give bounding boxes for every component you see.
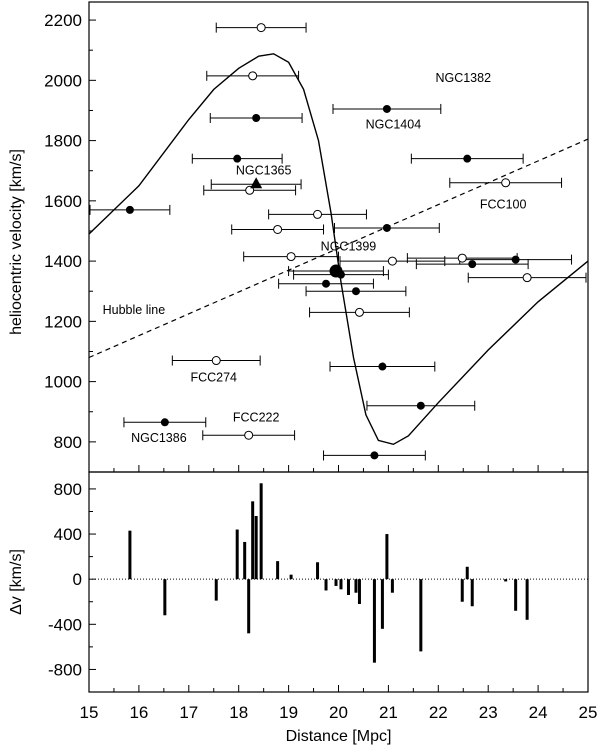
data-point-open — [244, 430, 254, 440]
data-point-open — [522, 273, 532, 283]
top-y-tick-label: 1000 — [44, 373, 82, 392]
residual-bar — [357, 579, 361, 604]
data-point-filled — [160, 418, 169, 427]
residual-bar — [259, 483, 263, 580]
data-point-filled — [382, 223, 391, 232]
data-point-open — [286, 252, 296, 262]
residual-bar — [334, 579, 338, 586]
annotation-label: FCC274 — [190, 371, 237, 385]
residual-bar — [390, 579, 394, 593]
residual-bar — [251, 501, 255, 580]
x-tick-label: 25 — [579, 703, 598, 722]
data-point-open — [256, 23, 266, 33]
annotation-label: NGC1365 — [236, 164, 292, 178]
residual-bar — [324, 579, 328, 591]
residual-bar — [276, 561, 280, 580]
top-y-tick-label: 2200 — [44, 11, 82, 30]
data-point-filled — [382, 104, 391, 113]
x-tick-label: 22 — [429, 703, 448, 722]
x-tick-label: 18 — [229, 703, 248, 722]
x-tick-label: 19 — [279, 703, 298, 722]
residual-bar — [385, 534, 389, 580]
data-point-open — [387, 256, 397, 266]
top-y-tick-label: 800 — [54, 433, 82, 452]
annotation-label: Hubble line — [103, 303, 166, 317]
data-point-open — [211, 356, 221, 366]
residual-bar — [419, 579, 423, 652]
residual-bar — [470, 579, 474, 607]
residual-bar — [243, 541, 247, 580]
data-point-filled — [463, 154, 472, 163]
top-y-tick-label: 2000 — [44, 71, 82, 90]
bottom-y-tick-label: 0 — [73, 570, 82, 589]
residual-bar — [465, 566, 469, 580]
residual-bar — [525, 579, 529, 620]
x-tick-label: 24 — [529, 703, 548, 722]
x-tick-label: 17 — [179, 703, 198, 722]
top-y-tick-label: 1800 — [44, 132, 82, 151]
data-point-open — [245, 185, 255, 195]
annotation-label: NGC1386 — [131, 431, 187, 445]
model-curve — [89, 53, 588, 446]
residual-bar — [460, 579, 464, 602]
bottom-y-tick-label: 800 — [54, 480, 82, 499]
x-tick-label: 20 — [329, 703, 348, 722]
x-tick-label: 21 — [379, 703, 398, 722]
top-y-tick-label: 1400 — [44, 252, 82, 271]
annotation-label: NGC1404 — [366, 118, 422, 132]
x-tick-label: 23 — [479, 703, 498, 722]
residual-bar — [504, 579, 508, 582]
data-point-open — [248, 71, 258, 81]
data-point-filled — [233, 154, 242, 163]
residual-bar — [380, 579, 384, 629]
annotation-label: NGC1399 — [321, 240, 377, 254]
x-tick-label: 16 — [129, 703, 148, 722]
data-point-open — [457, 253, 467, 263]
residual-bar — [514, 579, 518, 611]
bottom-y-tick-label: -400 — [48, 615, 82, 634]
data-point-large — [329, 264, 343, 278]
data-point-open — [354, 307, 364, 317]
data-point-triangle — [250, 177, 263, 189]
x-tick-label: 15 — [80, 703, 99, 722]
data-point-open — [501, 178, 511, 188]
residual-bar — [128, 530, 132, 580]
data-point-filled — [351, 287, 360, 296]
top-y-tick-label: 1600 — [44, 192, 82, 211]
residual-bar — [254, 516, 258, 580]
hubble-line — [89, 138, 588, 359]
bottom-y-tick-label: -800 — [48, 660, 82, 679]
residual-bar — [339, 579, 343, 590]
residual-bar — [247, 579, 251, 634]
residual-bar — [354, 579, 358, 593]
residual-bar — [235, 529, 239, 580]
data-point-filled — [322, 279, 331, 288]
data-point-open — [273, 224, 283, 234]
data-point-filled — [378, 362, 387, 371]
data-point-filled — [370, 451, 379, 460]
data-point-open — [313, 209, 323, 219]
residual-bar — [372, 579, 376, 663]
x-axis-title: Distance [Mpc] — [286, 728, 392, 745]
top-y-tick-label: 1200 — [44, 312, 82, 331]
data-point-filled — [416, 401, 425, 410]
top-y-axis-title: heliocentric velocity [km/s] — [8, 149, 25, 335]
data-point-filled — [252, 113, 261, 122]
annotation-label: FCC222 — [233, 410, 280, 424]
annotation-label: FCC100 — [480, 198, 527, 212]
residual-bar — [346, 579, 350, 595]
residual-bar — [289, 574, 293, 580]
bottom-y-tick-label: 400 — [54, 525, 82, 544]
bottom-y-axis-title: Δv [km/s] — [8, 549, 25, 615]
top-panel-frame — [88, 1, 589, 473]
residual-bar — [163, 579, 167, 616]
residual-bar — [214, 579, 218, 601]
annotation-label: NGC1382 — [435, 71, 491, 85]
data-point-filled — [125, 205, 134, 214]
residual-bar — [316, 562, 320, 580]
data-point-filled — [468, 260, 477, 269]
data-point-filled — [511, 255, 520, 264]
